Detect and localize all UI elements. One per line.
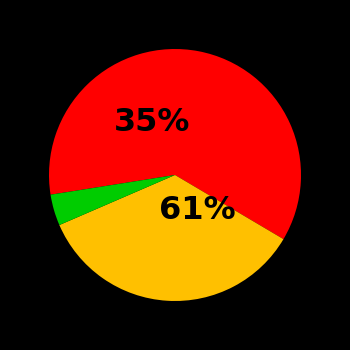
Wedge shape (49, 49, 301, 239)
Wedge shape (60, 175, 284, 301)
Text: 35%: 35% (114, 107, 190, 138)
Text: 61%: 61% (159, 195, 236, 226)
Wedge shape (50, 175, 175, 225)
